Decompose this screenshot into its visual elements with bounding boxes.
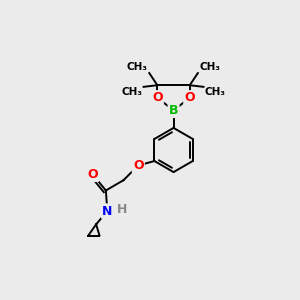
Text: CH₃: CH₃: [127, 62, 148, 73]
Text: CH₃: CH₃: [121, 87, 142, 98]
Text: O: O: [152, 92, 163, 104]
Text: B: B: [169, 104, 178, 117]
Text: O: O: [133, 159, 143, 172]
Text: CH₃: CH₃: [205, 87, 226, 98]
Text: N: N: [102, 205, 112, 218]
Text: O: O: [184, 92, 195, 104]
Text: O: O: [87, 168, 98, 181]
Text: CH₃: CH₃: [199, 62, 220, 73]
Text: H: H: [117, 203, 127, 216]
